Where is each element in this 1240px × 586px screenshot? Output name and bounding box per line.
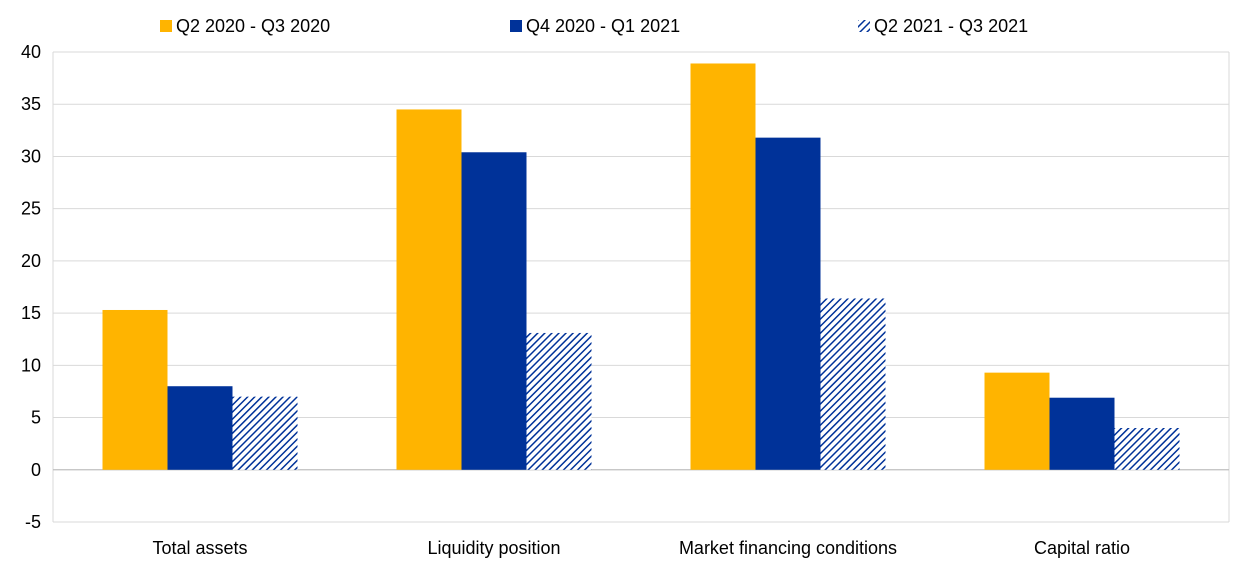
y-tick-label: 20 [21, 251, 41, 271]
bar [526, 332, 592, 470]
y-tick-label: 15 [21, 303, 41, 323]
category-labels: Total assets Liquidity position Market fin… [152, 538, 1130, 558]
bar [1049, 397, 1115, 470]
y-tick-label: 35 [21, 94, 41, 114]
y-tick-label: 40 [21, 42, 41, 62]
category-label: Capital ratio [1034, 538, 1130, 558]
legend-label: Q2 2020 - Q3 2020 [176, 16, 330, 36]
y-tick-label: 30 [21, 146, 41, 166]
y-tick-label: 0 [31, 460, 41, 480]
bar [1114, 428, 1180, 470]
bar [755, 137, 821, 470]
bar [690, 63, 756, 470]
y-tick-label: 5 [31, 408, 41, 428]
bar [820, 298, 886, 470]
y-tick-labels: -5 0 5 10 15 20 25 30 35 40 [21, 42, 41, 532]
bar [461, 152, 527, 470]
legend-swatch [160, 20, 172, 32]
category-label: Liquidity position [427, 538, 560, 558]
bar [396, 109, 462, 470]
bar [167, 386, 233, 470]
category-label: Market financing conditions [679, 538, 897, 558]
bar [984, 372, 1050, 470]
legend-label: Q2 2021 - Q3 2021 [874, 16, 1028, 36]
legend-swatch [510, 20, 522, 32]
bar [102, 309, 168, 470]
y-tick-label: -5 [25, 512, 41, 532]
bars [102, 63, 1180, 470]
y-tick-label: 25 [21, 199, 41, 219]
legend-swatch [858, 20, 870, 32]
legend: Q2 2020 - Q3 2020 Q4 2020 - Q1 2021 Q2 202… [160, 16, 1028, 36]
legend-label: Q4 2020 - Q1 2021 [526, 16, 680, 36]
y-tick-label: 10 [21, 355, 41, 375]
category-label: Total assets [152, 538, 247, 558]
bar [232, 396, 298, 470]
